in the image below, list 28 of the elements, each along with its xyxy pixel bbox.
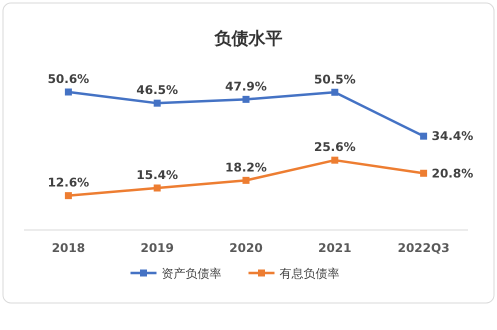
point	[242, 96, 250, 103]
data-label: 50.6%	[48, 72, 90, 86]
legend-label: 资产负债率	[162, 266, 222, 280]
data-label: 46.5%	[136, 83, 178, 98]
point	[64, 192, 72, 200]
x-tick-label: 2019	[140, 241, 174, 255]
data-label: 15.4%	[136, 168, 178, 182]
x-tick-label: 2018	[52, 241, 86, 255]
point	[331, 88, 338, 96]
point	[242, 176, 250, 184]
chart-title: 负债水平	[214, 29, 282, 49]
data-label: 18.2%	[225, 160, 267, 174]
data-label: 34.4%	[432, 129, 474, 144]
point	[64, 88, 72, 96]
point	[331, 156, 338, 164]
point	[420, 132, 428, 140]
point	[154, 100, 161, 107]
data-label: 25.6%	[314, 140, 356, 154]
point	[420, 170, 428, 177]
x-tick-label: 2022Q3	[398, 241, 450, 255]
data-label: 12.6%	[48, 176, 90, 190]
x-tick-label: 2021	[318, 241, 352, 255]
x-tick-label: 2020	[229, 241, 263, 255]
data-label: 50.5%	[314, 72, 356, 86]
data-label: 20.8%	[432, 166, 474, 180]
data-label: 47.9%	[225, 79, 267, 94]
point	[154, 184, 161, 192]
legend-label: 有息负债率	[280, 266, 340, 280]
